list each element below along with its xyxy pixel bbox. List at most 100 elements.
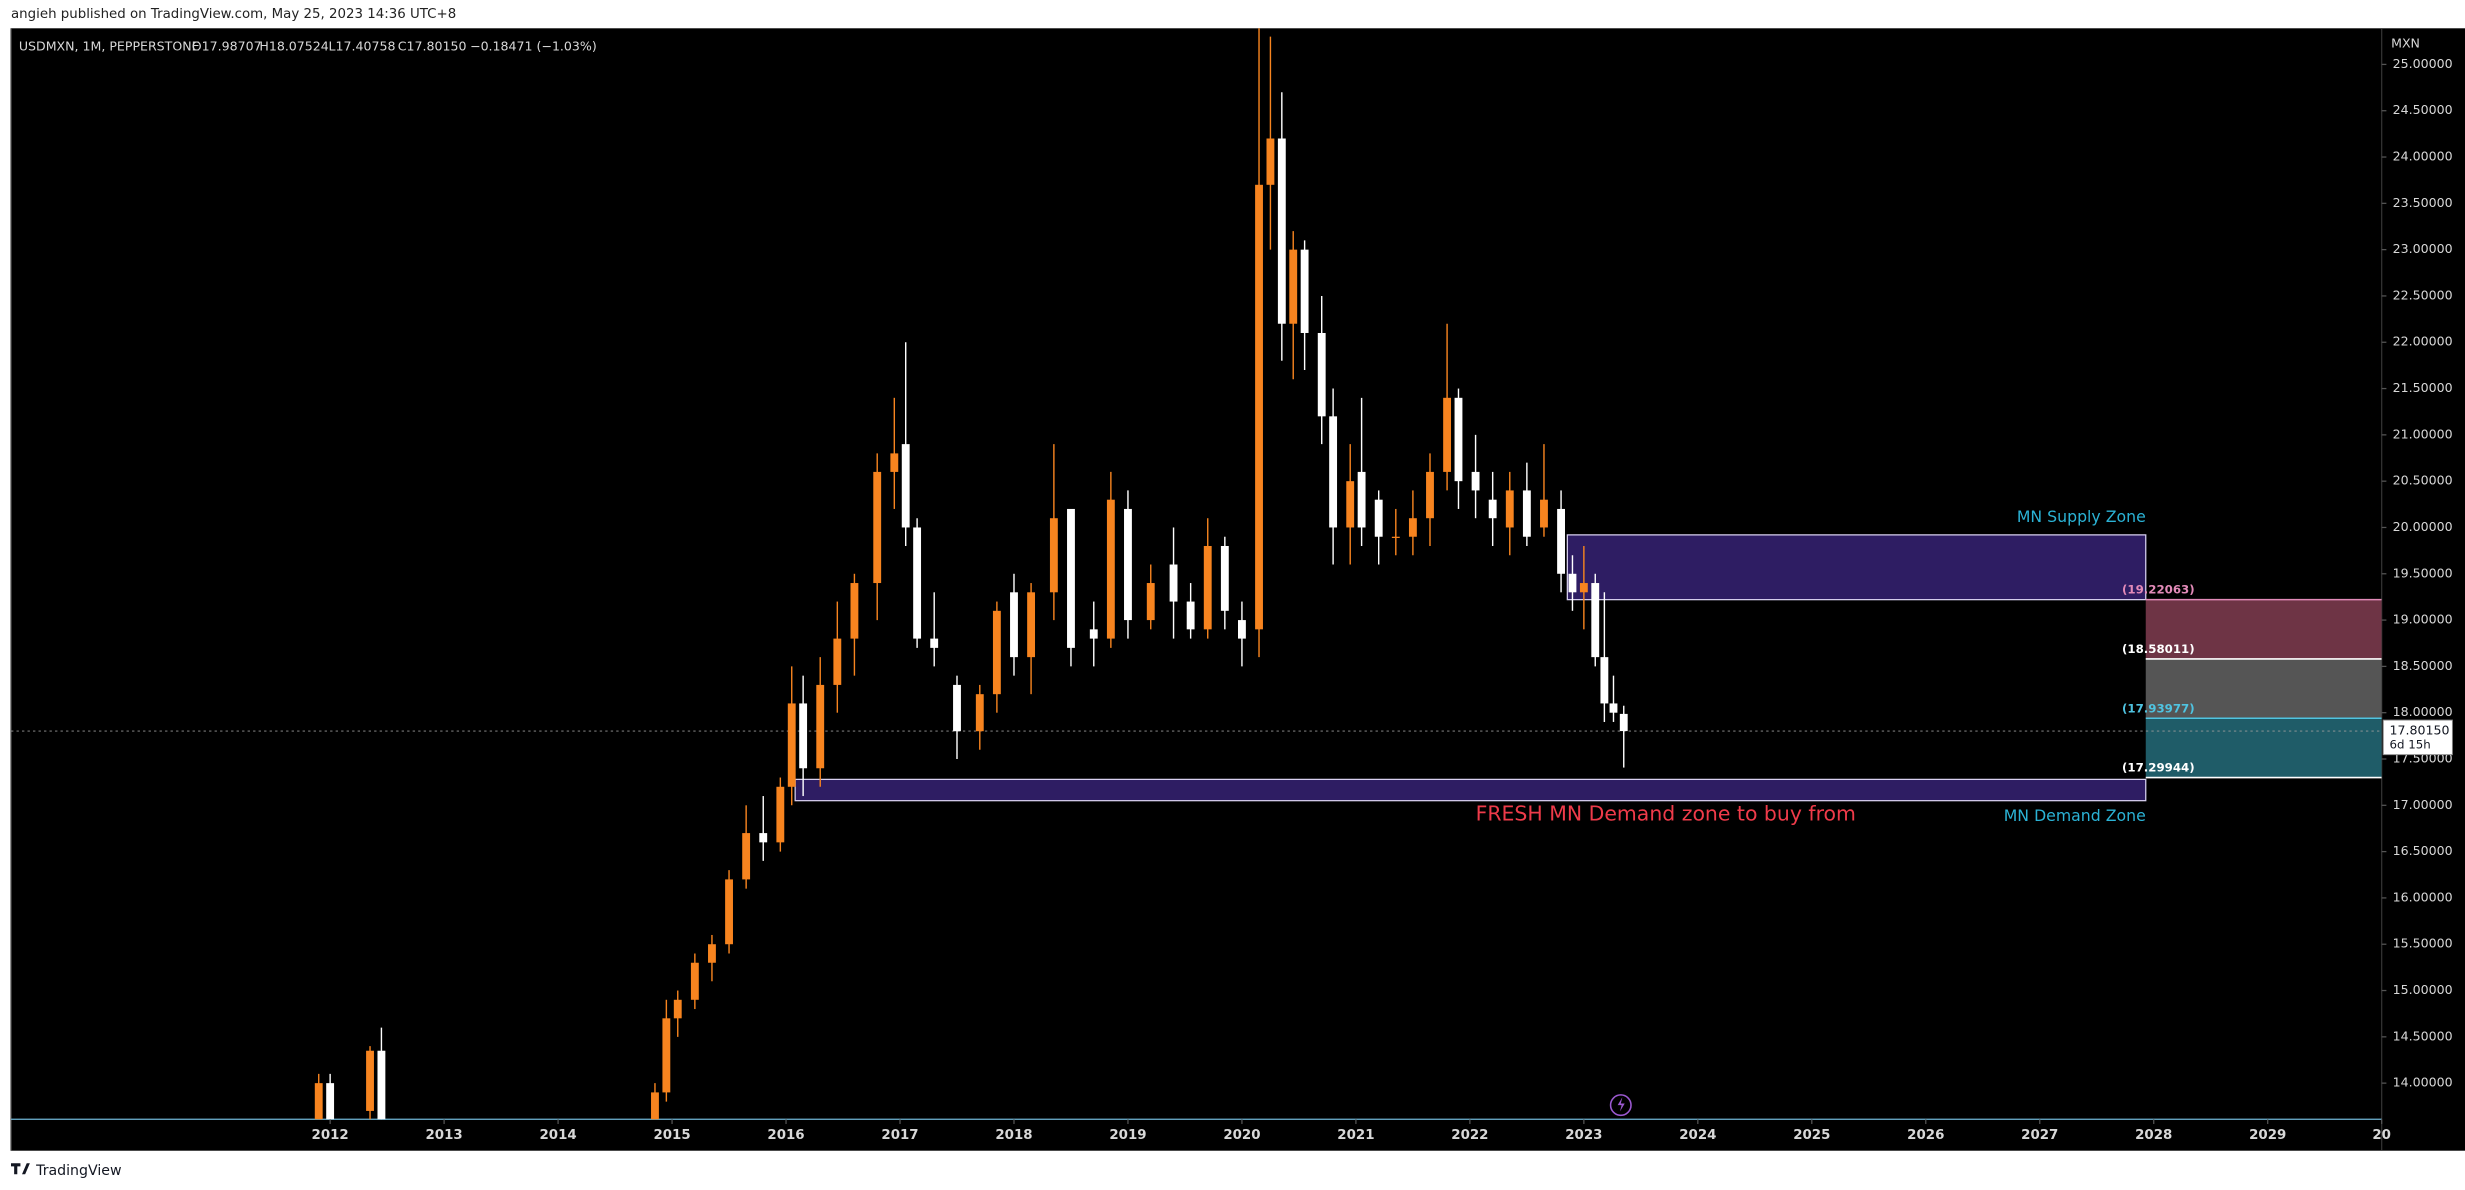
y-tick-label: 16.50000	[2393, 843, 2453, 858]
candle-body	[1238, 620, 1246, 639]
candle-body	[1255, 184, 1263, 630]
footer-logo	[11, 1163, 30, 1175]
candle-body	[1426, 471, 1434, 519]
y-tick-label: 24.00000	[2393, 149, 2453, 164]
candle-body	[913, 527, 922, 639]
footer-brand: TradingView	[35, 1163, 121, 1179]
candle-body	[1010, 592, 1018, 658]
zone-label: MN Supply Zone	[2017, 507, 2146, 526]
candle-body	[1089, 629, 1098, 639]
candle-body	[1049, 518, 1058, 593]
range-box	[2145, 718, 2382, 778]
x-tick-label: 2014	[539, 1128, 576, 1143]
candle-body	[1146, 583, 1155, 621]
y-tick-label: 15.50000	[2393, 936, 2453, 951]
y-tick-label: 17.00000	[2393, 797, 2453, 812]
symbol: USDMXN, 1M, PEPPERSTONE	[19, 39, 200, 54]
candle-body	[326, 1083, 335, 1120]
candle-body	[1067, 508, 1075, 648]
candle-body	[953, 684, 961, 732]
y-tick-label: 22.00000	[2393, 334, 2453, 349]
range-level-label: (19.22063)	[2122, 583, 2195, 597]
zone	[794, 778, 2147, 802]
candle-body	[1540, 499, 1548, 528]
y-tick-label: 14.00000	[2393, 1075, 2453, 1090]
candle-body	[1454, 397, 1463, 482]
candle-body	[1346, 481, 1355, 528]
y-tick-label: 20.00000	[2393, 519, 2453, 534]
legend-close: C17.80150	[398, 39, 467, 54]
candle-body	[742, 833, 751, 880]
zone	[1566, 534, 2147, 601]
candle-body	[930, 638, 939, 648]
range-box	[2145, 658, 2382, 719]
x-tick-label: 2022	[1451, 1128, 1488, 1143]
y-tick-label: 22.50000	[2393, 287, 2453, 302]
candle-body	[901, 444, 910, 528]
candle-body	[1408, 518, 1417, 537]
candle-body	[975, 694, 984, 732]
y-tick-label: 19.00000	[2393, 612, 2453, 627]
candle-body	[873, 471, 882, 584]
y-tick-label: 25.00000	[2393, 56, 2453, 71]
candle-body	[1266, 138, 1275, 185]
y-tick-label: 24.50000	[2393, 102, 2453, 117]
x-tick-label: 20	[2372, 1128, 2391, 1143]
candle-body	[1289, 249, 1298, 324]
annotation: FRESH MN Demand zone to buy from	[1476, 802, 1856, 826]
y-tick-label: 21.00000	[2393, 426, 2453, 441]
candle-body	[1557, 508, 1565, 574]
candle-body	[1522, 490, 1531, 537]
publisher-line: angieh published on TradingView.com, May…	[11, 7, 456, 22]
x-tick-label: 2015	[653, 1128, 690, 1143]
x-tick-label: 2024	[1679, 1128, 1716, 1143]
candle-body	[366, 1050, 374, 1111]
candle-body	[890, 453, 899, 472]
candle-body	[759, 833, 768, 843]
candle-body	[799, 703, 808, 769]
candle-body	[1027, 592, 1036, 658]
replay-icon[interactable]	[1609, 1094, 1632, 1117]
candle-body	[662, 1018, 671, 1093]
range-level-label: (18.58011)	[2122, 642, 2195, 656]
candle-body	[1186, 601, 1195, 630]
x-tick-label: 2012	[312, 1128, 349, 1143]
x-tick-label: 2019	[1109, 1128, 1146, 1143]
candle-body	[787, 703, 796, 787]
candle-body	[1488, 499, 1497, 519]
y-tick-label: 21.50000	[2393, 380, 2453, 395]
last-price-tag	[2382, 719, 2453, 756]
x-tick-label: 2028	[2135, 1128, 2172, 1143]
y-tick-label: 23.00000	[2393, 241, 2453, 256]
candle-body	[1391, 536, 1400, 538]
x-tick-label: 2025	[1793, 1128, 1830, 1143]
y-tick-label: 23.50000	[2393, 195, 2453, 210]
x-tick-label: 2021	[1337, 1128, 1374, 1143]
y-tick-label: 14.50000	[2393, 1028, 2453, 1043]
last-price-label: 17.80150	[2390, 723, 2450, 738]
candle-body	[1277, 138, 1286, 324]
x-tick-label: 2026	[1907, 1128, 1944, 1143]
range-box	[2145, 599, 2382, 659]
x-tick-label: 2029	[2249, 1128, 2286, 1143]
candle-body	[1619, 713, 1628, 732]
candle-body	[673, 999, 682, 1019]
currency: MXN	[2391, 36, 2420, 51]
candle-body	[776, 786, 785, 843]
zone-label: MN Demand Zone	[2004, 806, 2146, 825]
countdown-label: 6d 15h	[2390, 738, 2431, 752]
x-tick-label: 2017	[881, 1128, 918, 1143]
candle-body	[1443, 397, 1452, 472]
candle-body	[1124, 508, 1132, 621]
x-tick-label: 2018	[995, 1128, 1032, 1143]
candle-body	[1203, 545, 1212, 630]
x-tick-label: 2027	[2021, 1128, 2058, 1143]
candle-body	[1169, 564, 1178, 602]
candle-body	[1329, 416, 1338, 528]
candle-body	[1609, 703, 1618, 713]
range-level-label: (17.93977)	[2122, 701, 2195, 715]
candle-body	[1505, 490, 1514, 528]
x-tick-label: 2023	[1565, 1128, 1602, 1143]
candle-body	[314, 1083, 323, 1120]
